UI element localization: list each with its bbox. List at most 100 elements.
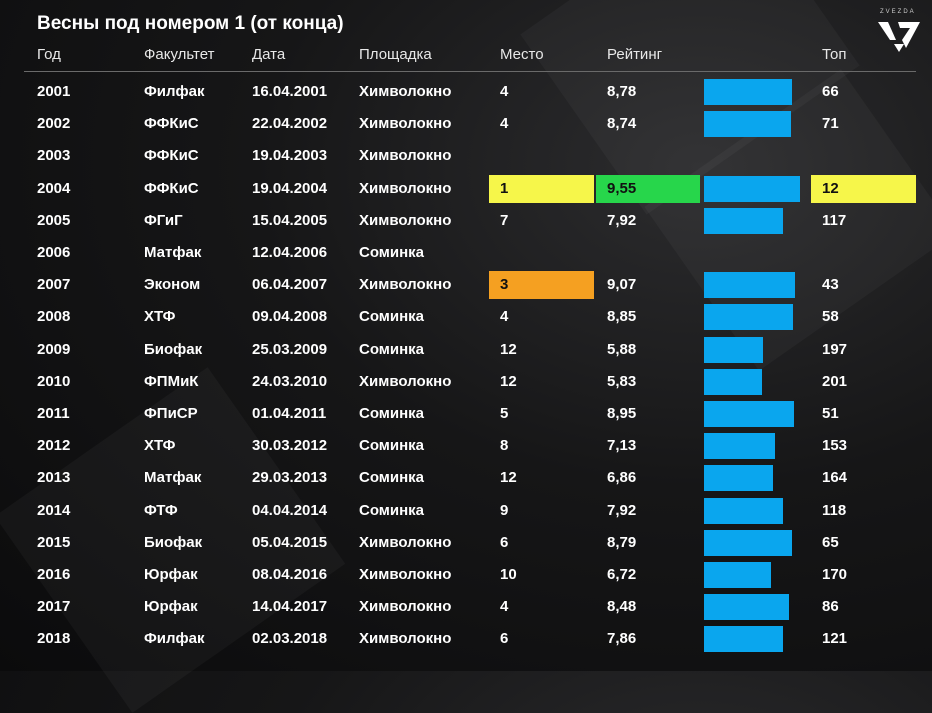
cell-date: 24.03.2010 (252, 372, 328, 390)
table-row: 2013 Матфак 29.03.2013 Соминка 12 6,86 164 (0, 462, 932, 494)
cell-venue: Химволокно (359, 566, 452, 583)
table-row: 2008 ХТФ 09.04.2008 Соминка 4 8,85 58 (0, 301, 932, 333)
cell-date: 02.03.2018 (252, 630, 328, 648)
cell-year: 2016 (37, 566, 71, 583)
cell-year: 2002 (37, 115, 71, 133)
header-divider (24, 71, 916, 72)
cell-rating: 8,79 (607, 533, 637, 551)
chart-title: Весны под номером 1 (от конца) (37, 13, 344, 34)
cell-date: 14.04.2017 (252, 598, 328, 616)
cell-faculty: ФФКиС (144, 115, 199, 133)
cell-faculty: Эконом (144, 276, 201, 294)
cell-top: 71 (822, 115, 839, 133)
cell-rating: 8,95 (607, 405, 637, 422)
cell-top: 118 (822, 501, 847, 519)
cell-date: 09.04.2008 (252, 308, 328, 326)
rating-bar (704, 626, 783, 653)
cell-place: 9 (500, 501, 509, 519)
header-year: Год (37, 46, 61, 63)
cell-place: 12 (500, 372, 517, 390)
cell-date: 08.04.2016 (252, 566, 328, 583)
cell-place: 3 (500, 276, 509, 294)
cell-place: 6 (500, 533, 509, 551)
rating-bar (704, 207, 784, 234)
cell-top: 66 (822, 83, 839, 100)
cell-rating: 5,88 (607, 340, 637, 358)
cell-year: 2014 (37, 501, 71, 519)
cell-top: 43 (822, 276, 839, 294)
header-venue: Площадка (359, 46, 432, 63)
cell-venue: Соминка (359, 501, 425, 519)
rating-bar (704, 594, 789, 621)
table-row: 2011 ФПиСР 01.04.2011 Соминка 5 8,95 51 (0, 398, 932, 430)
cell-top: 197 (822, 340, 848, 358)
rating-bar (704, 368, 763, 395)
table-row: 2005 ФГиГ 15.04.2005 Химволокно 7 7,92 117 (0, 205, 932, 237)
table-row: 2002 ФФКиС 22.04.2002 Химволокно 4 8,74 71 (0, 108, 932, 140)
table-row: 2009 Биофак 25.03.2009 Соминка 12 5,88 197 (0, 334, 932, 366)
cell-date: 30.03.2012 (252, 437, 328, 455)
cell-place: 4 (500, 598, 509, 616)
cell-top: 153 (822, 437, 848, 455)
cell-rating: 9,07 (607, 276, 637, 294)
cell-rating: 5,83 (607, 372, 637, 390)
cell-top: 121 (822, 630, 848, 648)
cell-rating: 7,92 (607, 211, 637, 229)
cell-year: 2001 (37, 83, 71, 100)
cell-venue: Соминка (359, 244, 425, 261)
cell-faculty: ФГиГ (144, 211, 183, 229)
cell-faculty: ХТФ (144, 437, 176, 455)
rating-bar (704, 336, 763, 363)
cell-top: 12 (822, 179, 839, 197)
cell-rating: 8,85 (607, 308, 637, 326)
cell-date: 29.03.2013 (252, 469, 328, 487)
cell-venue: Химволокно (359, 533, 452, 551)
cell-venue: Химволокно (359, 372, 452, 390)
cell-rating: 8,48 (607, 598, 637, 616)
cell-venue: Химволокно (359, 115, 452, 133)
cell-faculty: ФФКиС (144, 147, 199, 165)
cell-year: 2017 (37, 598, 71, 616)
cell-rating: 8,78 (607, 83, 637, 100)
cell-top: 201 (822, 372, 848, 390)
brand-logo-text: ZVEZDA (880, 9, 916, 15)
cell-rating: 7,86 (607, 630, 637, 648)
cell-rating: 8,74 (607, 115, 637, 133)
cell-year: 2003 (37, 147, 71, 165)
cell-year: 2007 (37, 276, 71, 294)
cell-top: 117 (822, 211, 847, 229)
cell-faculty: Филфак (144, 83, 205, 100)
cell-venue: Химволокно (359, 276, 452, 294)
table-header: Год Факультет Дата Площадка Место Рейтин… (0, 46, 932, 68)
header-date: Дата (252, 46, 286, 63)
cell-year: 2011 (37, 405, 70, 422)
header-faculty: Факультет (144, 46, 215, 63)
cell-rating: 7,92 (607, 501, 637, 519)
header-place: Место (500, 46, 544, 63)
cell-date: 19.04.2004 (252, 179, 328, 197)
cell-top: 65 (822, 533, 839, 551)
cell-venue: Соминка (359, 340, 425, 358)
cell-rating-highlight (596, 174, 700, 203)
rating-bar (704, 433, 776, 460)
cell-venue: Соминка (359, 437, 425, 455)
cell-place: 12 (500, 469, 517, 487)
cell-place: 1 (500, 179, 509, 197)
cell-faculty: Филфак (144, 630, 205, 648)
cell-year: 2006 (37, 244, 71, 261)
cell-place-highlight (489, 174, 594, 203)
table-row: 2017 Юрфак 14.04.2017 Химволокно 4 8,48 86 (0, 591, 932, 623)
cell-faculty: Юрфак (144, 598, 198, 616)
table-row: 2003 ФФКиС 19.04.2003 Химволокно (0, 140, 932, 172)
cell-date: 16.04.2001 (252, 83, 328, 100)
header-top: Топ (822, 46, 847, 63)
cell-year: 2012 (37, 437, 71, 455)
cell-date: 22.04.2002 (252, 115, 328, 133)
cell-date: 15.04.2005 (252, 211, 328, 229)
cell-place: 12 (500, 340, 517, 358)
table-row: 2006 Матфак 12.04.2006 Соминка (0, 237, 932, 269)
table-row: 2007 Эконом 06.04.2007 Химволокно 3 9,07 43 (0, 269, 932, 301)
rating-bar (704, 79, 792, 105)
cell-venue: Химволокно (359, 211, 452, 229)
cell-top: 86 (822, 598, 839, 616)
